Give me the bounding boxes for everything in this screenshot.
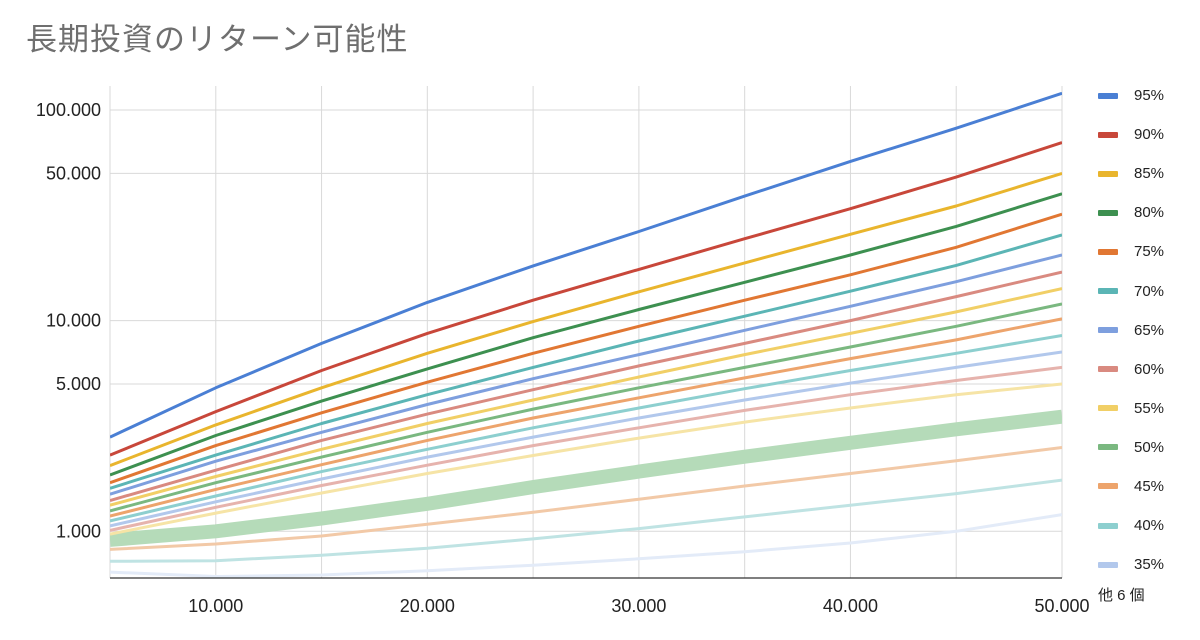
legend-item[interactable]: 65%	[1098, 311, 1198, 350]
legend-swatch	[1098, 366, 1118, 373]
series-line-45pct	[110, 317, 1062, 518]
series-line-unlabeled-18	[110, 513, 1062, 578]
legend-item[interactable]: 75%	[1098, 232, 1198, 271]
series-line-unlabeled-13	[110, 365, 1062, 532]
legend-label: 40%	[1134, 517, 1165, 535]
y-tick-label: 5.000	[56, 374, 101, 394]
series-line-90pct	[110, 141, 1062, 457]
y-tick-label: 50.000	[46, 163, 101, 183]
legend-label: 60%	[1134, 360, 1165, 378]
chart-title: 長期投資のリターン可能性	[26, 22, 409, 58]
series-line-60pct	[110, 270, 1062, 502]
legend-swatch	[1098, 92, 1118, 99]
legend-swatch	[1098, 327, 1118, 334]
series-line-55pct	[110, 287, 1062, 507]
legend-label: 70%	[1134, 282, 1165, 300]
y-tick-label: 10.000	[46, 311, 101, 331]
legend-more-indicator[interactable]: 他 6 個	[1098, 587, 1145, 604]
legend-swatch	[1098, 405, 1118, 412]
legend-item[interactable]: 40%	[1098, 506, 1198, 545]
legend: 95% 90% 85% 80% 75% 70% 65% 60% 55% 50% 45% 40% 35%	[1098, 76, 1198, 584]
legend-swatch	[1098, 209, 1118, 216]
y-tick-label: 1.000	[56, 521, 101, 541]
legend-label: 45%	[1134, 477, 1165, 495]
legend-item[interactable]: 35%	[1098, 545, 1198, 584]
series-line-75pct	[110, 212, 1062, 485]
series-line-50pct	[110, 302, 1062, 513]
legend-item[interactable]: 45%	[1098, 467, 1198, 506]
legend-item[interactable]: 60%	[1098, 350, 1198, 389]
series-line-40pct	[110, 334, 1062, 523]
series-line-35pct	[110, 350, 1062, 528]
series-line-80pct	[110, 192, 1062, 477]
x-tick-label: 50.000	[1034, 596, 1089, 616]
legend-label: 55%	[1134, 399, 1165, 417]
legend-label: 85%	[1134, 165, 1165, 183]
legend-label: 50%	[1134, 438, 1165, 456]
legend-label: 90%	[1134, 126, 1165, 144]
legend-item[interactable]: 95%	[1098, 76, 1198, 115]
legend-item[interactable]: 50%	[1098, 428, 1198, 467]
legend-label: 80%	[1134, 204, 1165, 222]
legend-swatch	[1098, 248, 1118, 255]
legend-swatch	[1098, 131, 1118, 138]
y-tick-label: 100.000	[36, 100, 101, 120]
series-line-95pct	[110, 91, 1062, 439]
legend-swatch	[1098, 288, 1118, 295]
series-line-85pct	[110, 171, 1062, 467]
legend-label: 75%	[1134, 243, 1165, 261]
grid-lines	[109, 86, 1063, 578]
x-tick-label: 40.000	[823, 596, 878, 616]
series-line-unlabeled-16	[110, 446, 1062, 551]
x-tick-label: 20.000	[400, 596, 455, 616]
series-line-65pct	[110, 253, 1062, 496]
legend-item[interactable]: 80%	[1098, 193, 1198, 232]
x-tick-label: 30.000	[611, 596, 666, 616]
series-line-unlabeled-17	[110, 478, 1062, 563]
legend-item[interactable]: 90%	[1098, 115, 1198, 154]
legend-swatch	[1098, 522, 1118, 529]
series-line-unlabeled-14	[110, 382, 1062, 536]
legend-label: 95%	[1134, 87, 1165, 105]
x-tick-label: 10.000	[188, 596, 243, 616]
legend-label: 35%	[1134, 556, 1165, 574]
legend-item[interactable]: 55%	[1098, 389, 1198, 428]
legend-item[interactable]: 70%	[1098, 271, 1198, 310]
legend-swatch	[1098, 483, 1118, 490]
series-line-70pct	[110, 233, 1062, 490]
legend-item[interactable]: 85%	[1098, 154, 1198, 193]
legend-swatch	[1098, 444, 1118, 451]
legend-swatch	[1098, 170, 1118, 177]
axes: 1.000 5.000 10.000 50.000 100.000 10.000 20.00…	[36, 100, 1090, 616]
legend-swatch	[1098, 561, 1118, 568]
series-lines	[110, 91, 1062, 578]
legend-label: 65%	[1134, 321, 1165, 339]
series-line-unlabeled-15	[110, 409, 1062, 547]
